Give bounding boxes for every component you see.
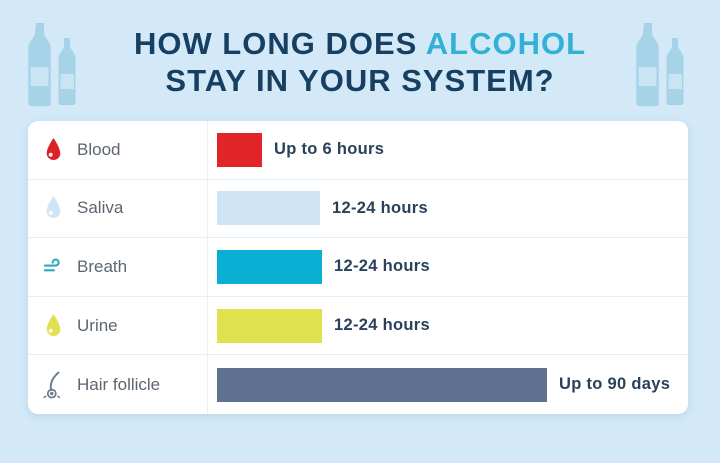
- row-bar-cell: Up to 90 days: [208, 355, 688, 414]
- title-line1-main: HOW LONG DOES: [133, 26, 418, 61]
- page-title: HOW LONG DOES ALCOHOL STAY IN YOUR SYSTEM…: [0, 25, 720, 99]
- table-row-urine: Urine 12-24 hours: [28, 296, 688, 356]
- bottles-left-svg: [28, 23, 76, 107]
- row-bar-cell: 12-24 hours: [208, 238, 688, 296]
- duration-bar: [217, 249, 322, 284]
- row-label-cell: Breath: [28, 238, 208, 296]
- duration-label: 12-24 hours: [334, 316, 430, 335]
- row-label: Saliva: [77, 198, 124, 218]
- table-row-breath: Breath 12-24 hours: [28, 238, 688, 297]
- duration-table: Blood Up to 6 hours Saliva 12-24 h: [28, 121, 688, 414]
- row-label-cell: Urine: [28, 296, 208, 355]
- table-row-blood: Blood Up to 6 hours: [28, 121, 688, 180]
- bottles-icon: [24, 23, 84, 107]
- duration-bar: [217, 308, 322, 343]
- duration-bar: [217, 191, 320, 226]
- row-label-cell: Hair follicle: [28, 355, 208, 414]
- duration-label: Up to 6 hours: [274, 140, 385, 159]
- hair-follicle-icon: [40, 371, 66, 399]
- blood-drop-icon: [40, 137, 66, 163]
- table-row-hair-follicle: Hair follicle Up to 90 days: [28, 355, 688, 414]
- urine-drop-icon: [40, 313, 66, 339]
- breath-wind-icon: [40, 257, 66, 276]
- bottles-icon: [632, 23, 692, 107]
- row-label-cell: Saliva: [28, 179, 208, 238]
- duration-bar: [217, 132, 262, 167]
- row-label: Urine: [77, 315, 118, 335]
- title-line1-accent: ALCOHOL: [425, 26, 587, 61]
- saliva-drop-icon: [40, 195, 66, 221]
- row-bar-cell: Up to 6 hours: [208, 121, 688, 179]
- row-bar-cell: 12-24 hours: [208, 297, 688, 355]
- row-label-cell: Blood: [28, 121, 208, 179]
- title-line2: STAY IN YOUR SYSTEM?: [165, 63, 555, 98]
- row-label: Breath: [77, 256, 128, 276]
- row-bar-cell: 12-24 hours: [208, 180, 688, 238]
- header: HOW LONG DOES ALCOHOL STAY IN YOUR SYSTEM…: [0, 0, 720, 121]
- table-row-saliva: Saliva 12-24 hours: [28, 179, 688, 239]
- duration-label: 12-24 hours: [334, 257, 430, 276]
- bottles-right-svg: [636, 23, 684, 107]
- duration-label: 12-24 hours: [332, 198, 428, 217]
- row-label: Blood: [77, 139, 121, 159]
- row-label: Hair follicle: [77, 374, 161, 394]
- duration-bar: [217, 367, 547, 402]
- duration-label: Up to 90 days: [559, 375, 671, 394]
